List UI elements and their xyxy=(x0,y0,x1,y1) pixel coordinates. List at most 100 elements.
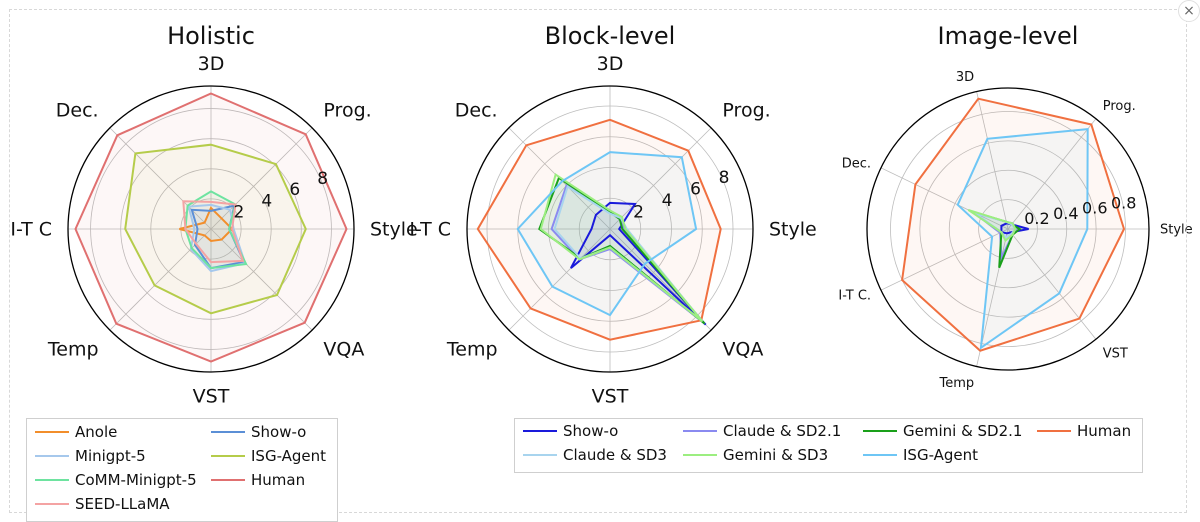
legend-swatch xyxy=(863,430,897,432)
radial-tick-label: 4 xyxy=(261,191,272,211)
legend-item-show-o: Show-o xyxy=(523,422,618,440)
radial-tick-label: 6 xyxy=(690,179,701,199)
axis-label-vqa: VQA xyxy=(722,339,763,361)
series-line-gemini-sd3 xyxy=(967,208,1017,243)
legend-item-comm-minigpt-5: CoMM-Minigpt-5 xyxy=(35,471,197,489)
series-line-show-o xyxy=(570,201,707,326)
chart-title: Block-level xyxy=(545,22,676,50)
legend-label: ISG-Agent xyxy=(251,447,327,465)
legend-item-human: Human xyxy=(211,471,305,489)
series-line-isg-agent xyxy=(956,127,1089,350)
outer-ring xyxy=(866,87,1150,371)
series-line-minigpt-5 xyxy=(187,203,247,273)
legend-swatch xyxy=(523,454,557,456)
series-line-human xyxy=(74,92,348,363)
axis-label-3d: 3D xyxy=(198,53,225,75)
legend-swatch xyxy=(863,454,897,456)
legend-holistic: Anole Show-o Minigpt-5 ISG-Agent CoMM-Minigp… xyxy=(26,418,338,522)
legend-label: ISG-Agent xyxy=(903,446,979,464)
grid-spoke xyxy=(976,91,1009,230)
legend-swatch xyxy=(211,455,245,457)
series-line-gemini-sd2-1 xyxy=(538,176,706,325)
image-frame xyxy=(9,9,1187,513)
axis-label-dec: Dec. xyxy=(842,157,871,172)
radial-tick-label: 0.2 xyxy=(1024,209,1049,228)
axis-label-style: Style xyxy=(370,219,418,241)
grid-spoke xyxy=(1007,118,1097,230)
grid-spoke xyxy=(508,228,611,331)
legend-label: Claude & SD2.1 xyxy=(723,422,842,440)
axis-label-prog: Prog. xyxy=(1103,99,1136,114)
legend-block-image: Show-o Claude & SD2.1 Gemini & SD2.1 Human C… xyxy=(514,418,1143,473)
close-button[interactable]: × xyxy=(1178,0,1200,22)
legend-item-human: Human xyxy=(1037,422,1131,440)
legend-swatch xyxy=(1037,430,1071,432)
axis-label-dec: Dec. xyxy=(56,100,99,122)
axis-label-3d: 3D xyxy=(597,53,624,75)
series-fill-show-o xyxy=(570,202,706,325)
radial-tick-label: 8 xyxy=(719,168,730,188)
grid-spoke xyxy=(109,127,212,230)
series-fill-isg-agent xyxy=(125,144,306,314)
axis-label-temp: Temp xyxy=(446,339,498,361)
axis-label-vst: VST xyxy=(1103,347,1128,362)
legend-swatch xyxy=(683,430,717,432)
legend-item-show-o: Show-o xyxy=(211,423,306,441)
radial-tick-label: 0.8 xyxy=(1111,194,1136,213)
legend-label: Minigpt-5 xyxy=(75,447,146,465)
grid-spoke xyxy=(210,127,313,230)
legend-item-anole: Anole xyxy=(35,423,117,441)
radial-tick-label: 0.6 xyxy=(1082,199,1107,218)
axis-label-vst: VST xyxy=(592,385,629,407)
legend-swatch xyxy=(35,431,69,433)
legend-item-gemini-sd3: Gemini & SD3 xyxy=(683,446,828,464)
axis-label-style: Style xyxy=(1160,223,1193,238)
series-line-isg-agent xyxy=(516,151,698,317)
legend-label: Human xyxy=(1077,422,1132,440)
close-icon: × xyxy=(1183,3,1195,19)
legend-swatch xyxy=(35,455,69,457)
legend-label: SEED-LLaMA xyxy=(75,495,170,513)
series-fill-human xyxy=(75,93,347,362)
legend-label: CoMM-Minigpt-5 xyxy=(75,471,197,489)
legend-swatch xyxy=(211,479,245,481)
axis-label-dec: Dec. xyxy=(455,100,498,122)
radial-tick-label: 4 xyxy=(662,191,673,211)
legend-item-claude-sd2-1: Claude & SD2.1 xyxy=(683,422,841,440)
legend-label: Gemini & SD2.1 xyxy=(903,422,1023,440)
series-fill-gemini-sd2-1 xyxy=(539,177,705,324)
axis-label-vst: VST xyxy=(193,385,230,407)
axis-label-i-t-c: I-T C. xyxy=(838,289,871,304)
legend-swatch xyxy=(523,430,557,432)
legend-label: Show-o xyxy=(563,422,619,440)
legend-swatch xyxy=(683,454,717,456)
axis-label-i-t-c: I-T C xyxy=(409,219,451,241)
axis-label-style: Style xyxy=(769,219,817,241)
radial-tick-label: 2 xyxy=(233,203,244,223)
legend-swatch xyxy=(35,479,69,481)
outer-ring xyxy=(67,85,355,373)
series-line-human xyxy=(476,118,722,341)
series-fill-gemini-sd2-1 xyxy=(970,211,1020,268)
legend-label: Claude & SD3 xyxy=(563,446,667,464)
axis-label-vqa: VQA xyxy=(323,339,364,361)
legend-item-claude-sd3: Claude & SD3 xyxy=(523,446,667,464)
series-fill-human xyxy=(477,119,721,340)
axis-label-prog: Prog. xyxy=(722,100,770,122)
radar-chart-image-level: Image-level 0.2 0.4 0.6 0.8 Style Prog. 3D Dec. I… xyxy=(838,22,1192,391)
legend-swatch xyxy=(211,431,245,433)
chart-title: Holistic xyxy=(167,22,255,50)
legend-item-seed-llama: SEED-LLaMA xyxy=(35,495,170,513)
axis-label-i-t-c: I-T C xyxy=(10,219,52,241)
series-fill-seed-llama xyxy=(183,201,243,263)
radial-tick-label: 2 xyxy=(633,202,644,222)
grid-spoke xyxy=(609,127,712,230)
chart-title: Image-level xyxy=(938,22,1079,50)
radial-tick-label: 8 xyxy=(317,169,328,189)
grid-spoke xyxy=(210,228,313,331)
legend-label: Anole xyxy=(75,423,118,441)
legend-label: Gemini & SD3 xyxy=(723,446,829,464)
